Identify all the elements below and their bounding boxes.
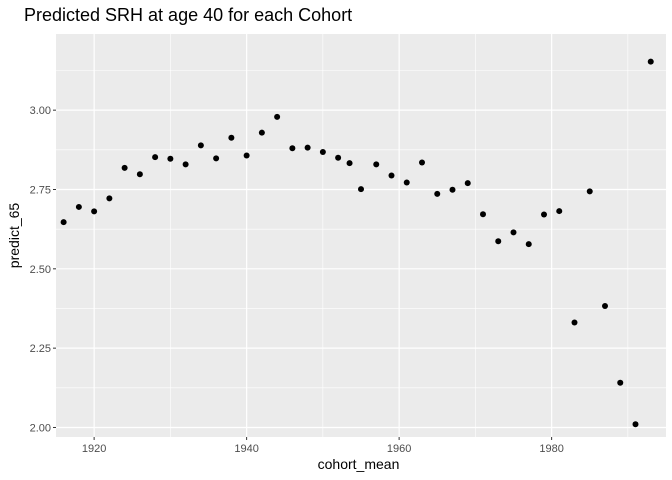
- y-tick-label: 2.50: [30, 264, 51, 276]
- data-point: [197, 142, 204, 149]
- data-point: [602, 302, 608, 309]
- data-point: [358, 186, 364, 193]
- data-point: [419, 159, 425, 166]
- data-point: [274, 113, 281, 120]
- data-point: [289, 145, 296, 152]
- y-axis-ticks: 2.00 2.25 2.50 2.75 3.00: [30, 105, 56, 434]
- data-point: [449, 186, 456, 193]
- x-tick-label: 1920: [82, 443, 106, 455]
- data-point: [243, 152, 250, 159]
- data-point: [258, 129, 265, 136]
- data-point: [213, 155, 220, 162]
- data-point: [510, 229, 517, 236]
- data-point: [525, 241, 532, 248]
- y-tick-label: 3.00: [30, 105, 51, 117]
- chart-title: Predicted SRH at age 40 for each Cohort: [24, 5, 352, 25]
- data-point: [182, 161, 189, 168]
- plot-panel: [56, 34, 666, 437]
- data-point: [167, 155, 174, 162]
- data-point: [152, 154, 159, 161]
- data-point: [319, 149, 326, 156]
- y-tick-label: 2.00: [30, 422, 51, 434]
- x-tick-label: 1940: [234, 443, 258, 455]
- x-tick-label: 1980: [539, 443, 563, 455]
- data-point: [464, 180, 471, 187]
- data-point: [647, 58, 654, 65]
- data-point: [373, 161, 380, 168]
- data-points: [60, 58, 654, 428]
- data-point: [617, 379, 624, 386]
- x-axis-title: cohort_mean: [318, 456, 400, 472]
- x-tick-label: 1960: [387, 443, 411, 455]
- y-tick-label: 2.25: [30, 343, 51, 355]
- data-point: [586, 188, 593, 195]
- data-point: [403, 179, 410, 186]
- data-point: [571, 319, 578, 326]
- data-point: [434, 190, 441, 197]
- data-point: [136, 171, 143, 178]
- data-point: [541, 211, 547, 218]
- data-point: [480, 211, 486, 218]
- data-point: [228, 134, 235, 141]
- data-point: [91, 208, 98, 215]
- data-point: [60, 219, 67, 226]
- data-point: [388, 172, 395, 179]
- data-point: [556, 208, 563, 215]
- data-point: [304, 144, 311, 151]
- x-axis-ticks: 1920 1940 1960 1980: [82, 437, 564, 455]
- y-tick-label: 2.75: [30, 184, 51, 196]
- minor-gridlines: [56, 34, 666, 437]
- data-point: [495, 238, 502, 245]
- data-point: [106, 195, 113, 202]
- data-point: [346, 160, 353, 167]
- y-axis-title: predict_65: [6, 203, 22, 269]
- data-point: [632, 421, 639, 428]
- data-point: [75, 203, 82, 210]
- data-point: [121, 164, 128, 171]
- data-point: [335, 154, 342, 161]
